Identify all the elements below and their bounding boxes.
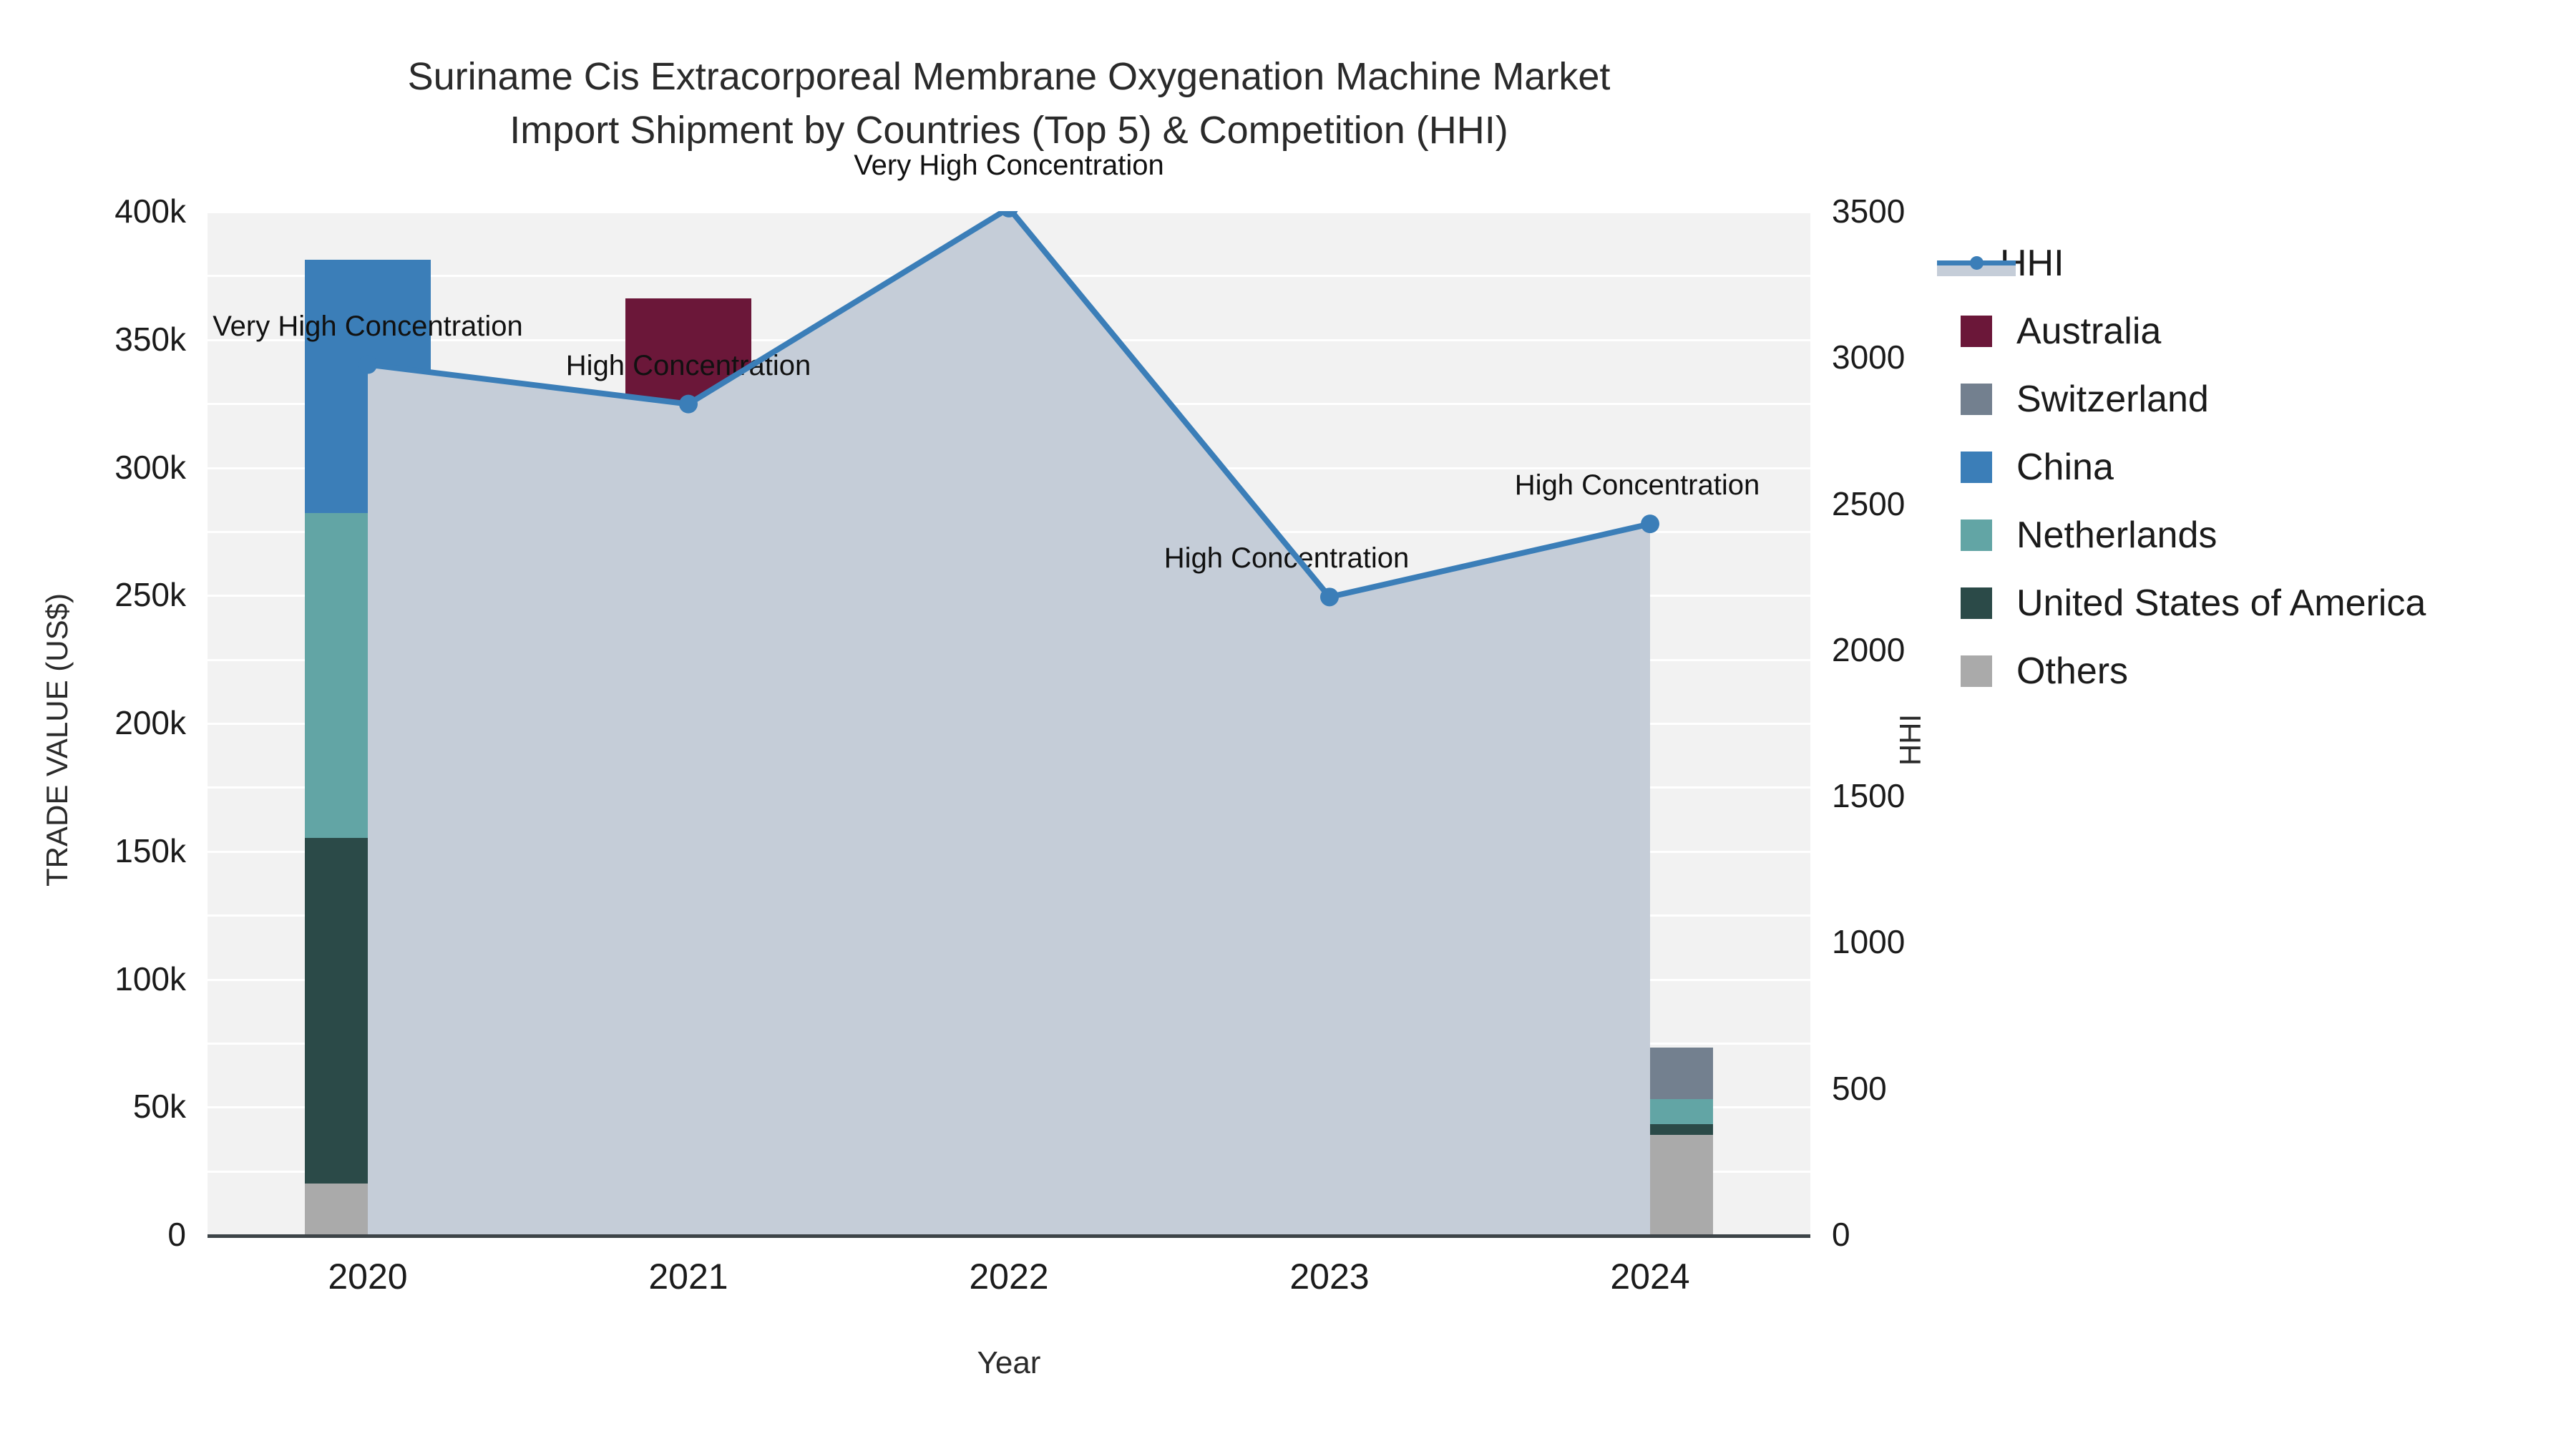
y-tick-right: 0 bbox=[1832, 1216, 1850, 1253]
bar-segment[interactable] bbox=[1267, 1229, 1392, 1234]
legend-label: China bbox=[2016, 446, 2114, 488]
chart-title-line-2: Import Shipment by Countries (Top 5) & C… bbox=[509, 108, 1508, 152]
legend-item-australia[interactable]: Australia bbox=[1961, 297, 2547, 365]
y-tick-left: 400k bbox=[114, 192, 186, 230]
bar-segment[interactable] bbox=[1267, 1183, 1392, 1214]
y-tick-left: 50k bbox=[132, 1088, 186, 1126]
bar-segment[interactable] bbox=[946, 776, 1072, 1010]
y-tick-right: 1000 bbox=[1832, 923, 1906, 961]
y-tick-left: 350k bbox=[114, 320, 186, 358]
legend-label: Others bbox=[2016, 650, 2129, 692]
y-tick-right: 2500 bbox=[1832, 484, 1906, 522]
chart-legend: HHI Australia Switzerland China Netherlands U… bbox=[1937, 229, 2547, 705]
y-tick-left: 100k bbox=[114, 960, 186, 997]
bar-segment[interactable] bbox=[1587, 1048, 1713, 1099]
legend-label: United States of America bbox=[2016, 582, 2426, 624]
y-axis-label-left: TRADE VALUE (US$) bbox=[40, 593, 74, 887]
legend-item-hhi[interactable]: HHI bbox=[1937, 229, 2547, 297]
legend-swatch-icon bbox=[1961, 587, 1992, 619]
x-tick-2024: 2024 bbox=[1610, 1257, 1690, 1297]
hhi-annotation-2022: Very High Concentration bbox=[854, 149, 1164, 181]
y-tick-right: 3500 bbox=[1832, 192, 1906, 230]
y-tick-left: 300k bbox=[114, 448, 186, 486]
bar-column-2024[interactable] bbox=[1587, 211, 1713, 1234]
legend-swatch-icon bbox=[1961, 655, 1992, 687]
legend-item-united-states-of-america[interactable]: United States of America bbox=[1961, 569, 2547, 637]
legend-label: Australia bbox=[2016, 310, 2162, 352]
legend-swatch-icon bbox=[1961, 519, 1992, 551]
legend-swatch-icon bbox=[1961, 315, 1992, 347]
bar-segment[interactable] bbox=[1587, 1098, 1713, 1125]
x-axis-label: Year bbox=[977, 1345, 1041, 1380]
bar-segment[interactable] bbox=[1267, 1132, 1392, 1163]
chart-title: Suriname Cis Extracorporeal Membrane Oxy… bbox=[0, 50, 2018, 157]
bar-segment[interactable] bbox=[1267, 1162, 1392, 1184]
bar-segment[interactable] bbox=[305, 259, 431, 513]
hhi-annotation-2023: High Concentration bbox=[1163, 542, 1410, 575]
y-tick-left: 150k bbox=[114, 831, 186, 869]
bar-segment[interactable] bbox=[1267, 1214, 1392, 1229]
y-tick-left: 0 bbox=[167, 1216, 186, 1253]
bar-segment[interactable] bbox=[625, 449, 751, 687]
bar-segment[interactable] bbox=[946, 1063, 1072, 1196]
hhi-annotation-2020: Very High Concentration bbox=[213, 310, 523, 342]
legend-item-others[interactable]: Others bbox=[1961, 637, 2547, 705]
legend-swatch-icon bbox=[1961, 383, 1992, 415]
bar-segment[interactable] bbox=[946, 1196, 1072, 1234]
y-tick-right: 3000 bbox=[1832, 338, 1906, 376]
bar-segment[interactable] bbox=[625, 812, 751, 1199]
hhi-annotation-2024: High Concentration bbox=[1514, 469, 1760, 502]
bar-segment[interactable] bbox=[625, 1198, 751, 1234]
y-tick-right: 500 bbox=[1832, 1069, 1887, 1107]
legend-item-netherlands[interactable]: Netherlands bbox=[1961, 501, 2547, 569]
hhi-annotation-2021: High Concentration bbox=[565, 349, 811, 381]
bar-segment[interactable] bbox=[305, 512, 431, 838]
legend-line-marker-icon bbox=[1937, 248, 2016, 279]
legend-label: Switzerland bbox=[2016, 378, 2209, 420]
bar-column-2020[interactable] bbox=[305, 211, 431, 1234]
bar-segment[interactable] bbox=[305, 837, 431, 1184]
legend-swatch-icon bbox=[1961, 451, 1992, 483]
legend-item-switzerland[interactable]: Switzerland bbox=[1961, 365, 2547, 433]
y-tick-left: 200k bbox=[114, 704, 186, 741]
x-axis-line bbox=[208, 1234, 1810, 1238]
bar-column-2023[interactable] bbox=[1267, 211, 1392, 1234]
legend-label: Netherlands bbox=[2016, 514, 2218, 556]
y-tick-left: 250k bbox=[114, 576, 186, 614]
y-tick-right: 2000 bbox=[1832, 630, 1906, 668]
bar-column-2022[interactable] bbox=[946, 211, 1072, 1234]
legend-item-china[interactable]: China bbox=[1961, 433, 2547, 501]
x-tick-2021: 2021 bbox=[648, 1257, 728, 1297]
bar-segment[interactable] bbox=[625, 686, 751, 813]
x-tick-2020: 2020 bbox=[328, 1257, 408, 1297]
bar-segment[interactable] bbox=[305, 1183, 431, 1234]
bar-segment[interactable] bbox=[946, 1009, 1072, 1063]
chart-title-line-1: Suriname Cis Extracorporeal Membrane Oxy… bbox=[407, 55, 1611, 98]
bar-segment[interactable] bbox=[1587, 1124, 1713, 1135]
x-tick-2022: 2022 bbox=[969, 1257, 1049, 1297]
y-tick-right: 1500 bbox=[1832, 777, 1906, 815]
x-tick-2023: 2023 bbox=[1289, 1257, 1370, 1297]
y-axis-label-right: HHI bbox=[1893, 713, 1927, 766]
bar-segment[interactable] bbox=[1587, 1134, 1713, 1234]
